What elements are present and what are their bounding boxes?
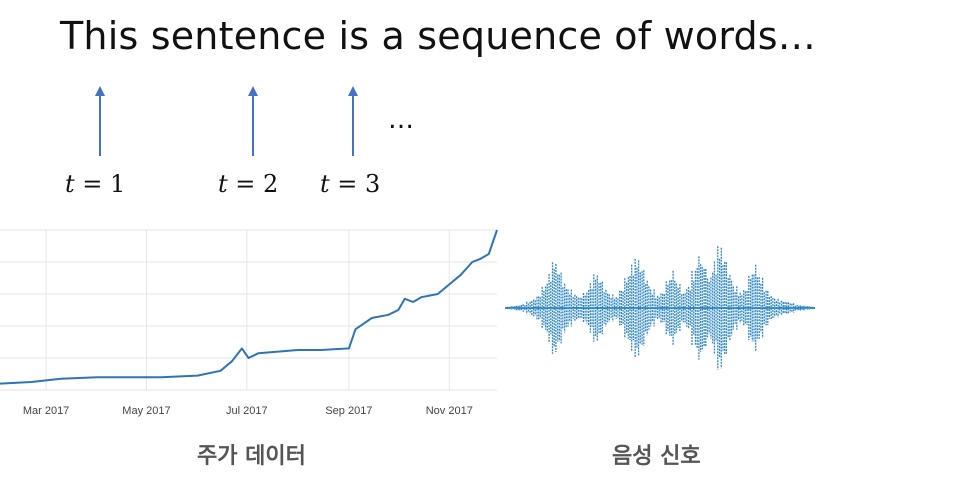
timestep-var: t bbox=[65, 170, 75, 198]
timestep-eq: = 2 bbox=[227, 170, 279, 198]
audio-waveform bbox=[505, 246, 815, 370]
timestep-label-1: t = 1 bbox=[65, 170, 125, 198]
stock-price-line bbox=[0, 229, 498, 385]
ellipsis-more: … bbox=[388, 105, 414, 135]
arrow-timestep-1 bbox=[95, 86, 105, 156]
x-tick-label: May 2017 bbox=[122, 405, 170, 417]
timestep-eq: = 3 bbox=[329, 170, 381, 198]
timestep-var: t bbox=[320, 170, 330, 198]
timestep-label-2: t = 2 bbox=[218, 170, 278, 198]
stock-price-chart: Mar 2017 May 2017 Jul 2017 Sep 2017 Nov 2017 bbox=[0, 229, 498, 417]
timestep-eq: = 1 bbox=[74, 170, 126, 198]
timestep-label-3: t = 3 bbox=[320, 170, 380, 198]
audio-signal-caption: 음성 신호 bbox=[612, 444, 701, 469]
arrow-timestep-2 bbox=[248, 86, 258, 156]
arrow-timestep-3 bbox=[348, 86, 358, 156]
x-tick-label: Mar 2017 bbox=[23, 405, 69, 417]
timestep-var: t bbox=[218, 170, 228, 198]
stock-data-caption: 주가 데이터 bbox=[197, 444, 306, 469]
x-tick-label: Nov 2017 bbox=[426, 405, 473, 417]
x-tick-label: Jul 2017 bbox=[226, 405, 268, 417]
x-tick-label: Sep 2017 bbox=[325, 405, 372, 417]
headline-sentence: This sentence is a sequence of words… bbox=[60, 14, 817, 58]
